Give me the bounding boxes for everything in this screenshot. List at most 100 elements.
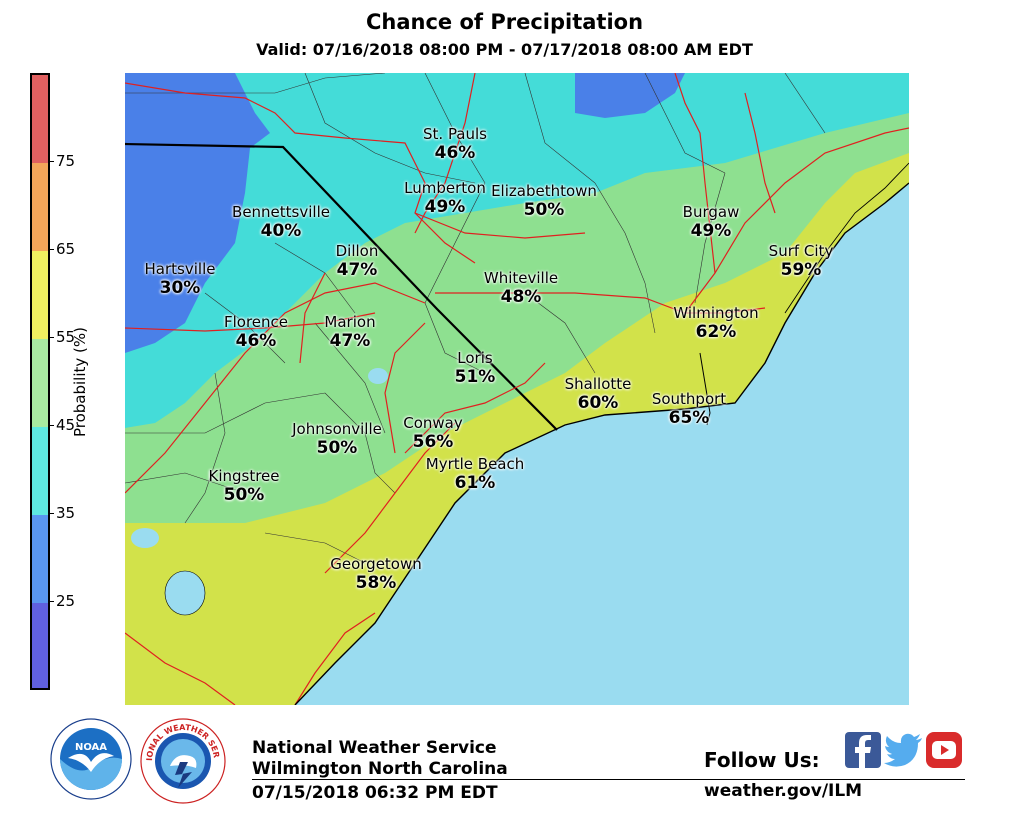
- county-boundaries: [125, 73, 826, 564]
- city-name: Myrtle Beach: [425, 455, 525, 473]
- probability-colorbar: [30, 73, 50, 690]
- city-name: Wilmington: [673, 304, 759, 322]
- valid-time-subtitle: Valid: 07/16/2018 08:00 PM - 07/17/2018 …: [256, 40, 753, 59]
- city-label-conway: Conway 56%: [403, 414, 463, 452]
- city-label-surf-city: Surf City 59%: [769, 242, 834, 280]
- colorbar-band-under25: [32, 603, 48, 688]
- barrier-islands: [784, 162, 909, 314]
- colorbar-tickmark: [48, 249, 54, 250]
- city-name: St. Pauls: [423, 125, 487, 143]
- colorbar-band-55-65: [32, 251, 48, 339]
- colorbar-tick-label: 75: [56, 152, 76, 170]
- colorbar-axis-label: Probability (%): [71, 326, 89, 438]
- org-name: National Weather Service: [252, 738, 497, 758]
- colorbar-tickmark: [48, 425, 54, 426]
- city-name: Bennettsville: [232, 203, 330, 221]
- city-probability: 65%: [668, 408, 710, 428]
- city-label-elizabethtown: Elizabethtown 50%: [491, 182, 597, 220]
- colorbar-tick-label: 25: [56, 592, 76, 610]
- city-probability: 56%: [412, 432, 454, 452]
- twitter-icon[interactable]: [884, 732, 924, 768]
- city-probability: 50%: [523, 200, 565, 220]
- city-name: Elizabethtown: [491, 182, 597, 200]
- precipitation-map: St. Pauls 46% Lumberton 49% Elizabethtow…: [125, 73, 909, 705]
- colorbar-band-45-55: [32, 339, 48, 427]
- colorbar-tick-label: 65: [56, 240, 76, 258]
- city-probability: 58%: [355, 573, 397, 593]
- city-label-bennettsville: Bennettsville 40%: [232, 203, 330, 241]
- follow-us-label: Follow Us:: [704, 748, 820, 772]
- city-probability: 60%: [577, 393, 619, 413]
- colorbar-tickmark: [48, 337, 54, 338]
- city-name: Shallotte: [564, 375, 632, 393]
- city-label-myrtle-beach: Myrtle Beach 61%: [426, 455, 525, 493]
- city-probability: 46%: [434, 143, 476, 163]
- city-name: Florence: [223, 313, 289, 331]
- city-name: Marion: [324, 313, 376, 331]
- city-name: Kingstree: [208, 467, 280, 485]
- lake-marion: [164, 570, 206, 616]
- city-name: Conway: [403, 414, 463, 432]
- lake: [368, 368, 388, 384]
- state-border: [125, 142, 558, 431]
- city-label-dillon: Dillon 47%: [336, 242, 379, 280]
- facebook-icon[interactable]: [845, 732, 881, 768]
- city-name: Loris: [457, 349, 493, 367]
- city-name: Dillon: [335, 242, 379, 260]
- city-probability: 49%: [424, 197, 466, 217]
- city-label-burgaw: Burgaw 49%: [683, 203, 740, 241]
- city-name: Hartsville: [144, 260, 216, 278]
- map-graphic: [125, 73, 909, 705]
- city-probability: 48%: [500, 287, 542, 307]
- lake: [131, 528, 159, 548]
- city-probability: 47%: [336, 260, 378, 280]
- city-probability: 49%: [690, 221, 732, 241]
- city-label-shallotte: Shallotte 60%: [565, 375, 632, 413]
- colorbar-tick-label: 45: [56, 416, 76, 434]
- city-probability: 50%: [223, 485, 265, 505]
- city-label-loris: Loris 51%: [455, 349, 496, 387]
- colorbar-band-35-45: [32, 427, 48, 515]
- colorbar-band-25-35: [32, 515, 48, 603]
- city-label-johnsonville: Johnsonville 50%: [292, 420, 382, 458]
- map-title: Chance of Precipitation: [365, 10, 644, 34]
- nws-logo: NATIONAL WEATHER SERVICE: [140, 718, 226, 804]
- city-name: Lumberton: [404, 179, 486, 197]
- colorbar-tickmark: [48, 161, 54, 162]
- cape-fear-river: [699, 352, 711, 426]
- city-label-southport: Southport 65%: [652, 390, 726, 428]
- city-label-whiteville: Whiteville 48%: [484, 269, 558, 307]
- noaa-logo-text: NOAA: [75, 742, 107, 753]
- city-probability: 59%: [780, 260, 822, 280]
- city-probability: 50%: [316, 438, 358, 458]
- city-label-florence: Florence 46%: [224, 313, 288, 351]
- colorbar-tick-label: 35: [56, 504, 76, 522]
- colorbar-tickmark: [48, 601, 54, 602]
- city-name: Burgaw: [682, 203, 740, 221]
- city-name: Johnsonville: [292, 420, 382, 438]
- city-label-hartsville: Hartsville 30%: [145, 260, 216, 298]
- prob-zone-25-35-west: [125, 73, 270, 353]
- office-name: Wilmington North Carolina: [252, 759, 508, 779]
- highways: [125, 73, 909, 705]
- website-link[interactable]: weather.gov/ILM: [704, 781, 863, 801]
- colorbar-band-65-75: [32, 163, 48, 251]
- coastline: [294, 182, 909, 705]
- city-label-georgetown: Georgetown 58%: [330, 555, 422, 593]
- prob-zone-35-45: [125, 73, 909, 428]
- city-label-st-pauls: St. Pauls 46%: [423, 125, 487, 163]
- colorbar-tick-label: 55: [56, 328, 76, 346]
- city-probability: 46%: [235, 331, 277, 351]
- issued-time: 07/15/2018 06:32 PM EDT: [252, 783, 498, 803]
- city-name: Surf City: [768, 242, 834, 260]
- colorbar-tickmark: [48, 513, 54, 514]
- city-probability: 30%: [159, 278, 201, 298]
- noaa-logo: NOAA: [50, 718, 132, 800]
- city-probability: 51%: [454, 367, 496, 387]
- city-label-kingstree: Kingstree 50%: [208, 467, 279, 505]
- youtube-icon[interactable]: [926, 732, 962, 768]
- colorbar-band-75plus: [32, 75, 48, 163]
- city-label-marion: Marion 47%: [324, 313, 375, 351]
- city-name: Southport: [651, 390, 727, 408]
- prob-zone-25-35-north: [575, 73, 685, 118]
